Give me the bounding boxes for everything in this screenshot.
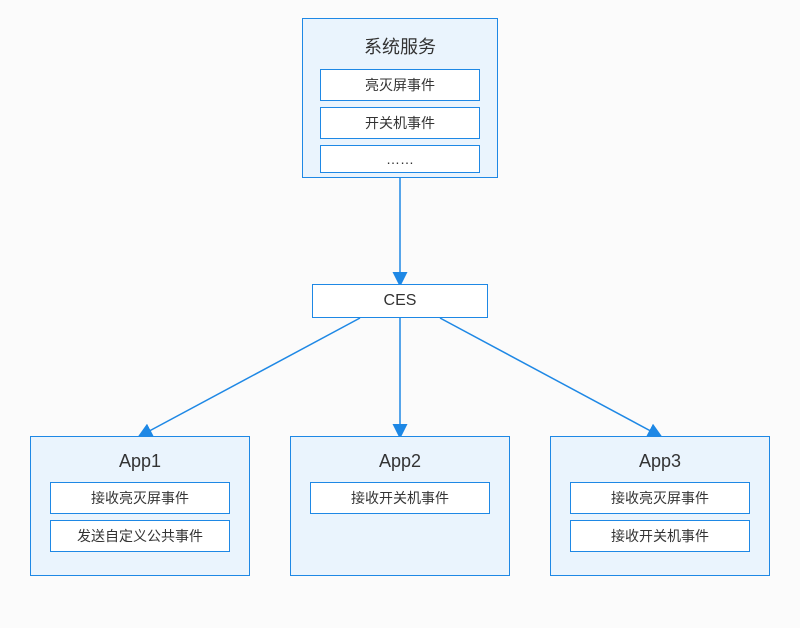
app2-box: App2 接收开关机事件 bbox=[290, 436, 510, 576]
edge-ces-app1 bbox=[140, 318, 360, 436]
app1-box: App1 接收亮灭屏事件 发送自定义公共事件 bbox=[30, 436, 250, 576]
edge-ces-app3 bbox=[440, 318, 660, 436]
ces-label: CES bbox=[384, 292, 417, 310]
app1-title: App1 bbox=[119, 451, 161, 472]
app3-item-0: 接收亮灭屏事件 bbox=[570, 482, 750, 514]
system-services-title: 系统服务 bbox=[364, 33, 436, 59]
app2-item-0: 接收开关机事件 bbox=[310, 482, 490, 514]
ces-box: CES bbox=[312, 284, 488, 318]
app3-title: App3 bbox=[639, 451, 681, 472]
app1-item-1: 发送自定义公共事件 bbox=[50, 520, 230, 552]
app1-item-0: 接收亮灭屏事件 bbox=[50, 482, 230, 514]
system-services-box: 系统服务 亮灭屏事件 开关机事件 …… bbox=[302, 18, 498, 178]
app3-box: App3 接收亮灭屏事件 接收开关机事件 bbox=[550, 436, 770, 576]
system-item-2: …… bbox=[320, 145, 480, 173]
system-item-0: 亮灭屏事件 bbox=[320, 69, 480, 101]
app2-title: App2 bbox=[379, 451, 421, 472]
system-item-1: 开关机事件 bbox=[320, 107, 480, 139]
app3-item-1: 接收开关机事件 bbox=[570, 520, 750, 552]
